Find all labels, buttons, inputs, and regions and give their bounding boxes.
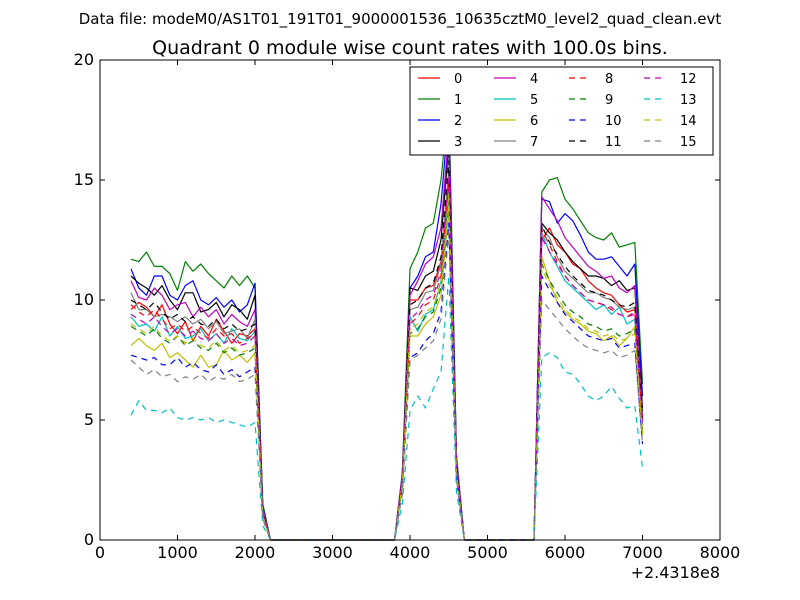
x-offset-label: +2.4318e8 [631,563,720,582]
chart-title: Quadrant 0 module wise count rates with … [152,37,668,59]
data-file-label: Data file: modeM0/AS1T01_191T01_90000015… [79,10,722,29]
y-tick-label-3: 15 [74,170,94,189]
legend-label-15: 15 [680,135,697,150]
legend-frame [409,66,714,156]
legend-label-12: 12 [680,72,697,87]
legend-label-0: 0 [454,72,462,87]
legend-label-9: 9 [605,93,613,108]
series-line-14 [130,193,644,541]
y-tick-label-4: 20 [74,50,94,69]
x-tick-label-7: 7000 [622,543,663,562]
y-tick-label-1: 5 [84,410,94,429]
plot-frame [99,59,721,541]
x-tick-label-5: 5000 [467,543,508,562]
y-tick-label-2: 10 [74,290,94,309]
legend-label-8: 8 [605,72,613,87]
legend-label-4: 4 [530,72,538,87]
legend-label-5: 5 [530,93,538,108]
x-tick-label-6: 6000 [545,543,586,562]
legend-label-7: 7 [530,135,538,150]
legend-label-14: 14 [680,114,697,129]
series-line-9 [130,198,644,541]
x-tick-label-0: 0 [95,543,105,562]
x-tick-label-8: 8000 [700,543,741,562]
x-tick-label-3: 3000 [312,543,353,562]
legend-label-13: 13 [680,93,697,108]
legend-label-2: 2 [454,114,462,129]
x-tick-label-2: 2000 [235,543,276,562]
x-tick-label-1: 1000 [157,543,198,562]
legend-label-1: 1 [454,93,462,108]
legend-label-11: 11 [605,135,622,150]
legend-label-6: 6 [530,114,538,129]
legend-label-10: 10 [605,114,622,129]
axis-tick-labels: 0 1000 2000 3000 4000 5000 6000 7000 80000510152… [74,50,741,562]
y-tick-label-0: 0 [84,530,94,549]
legend-label-3: 3 [454,135,462,150]
x-tick-label-4: 4000 [390,543,431,562]
